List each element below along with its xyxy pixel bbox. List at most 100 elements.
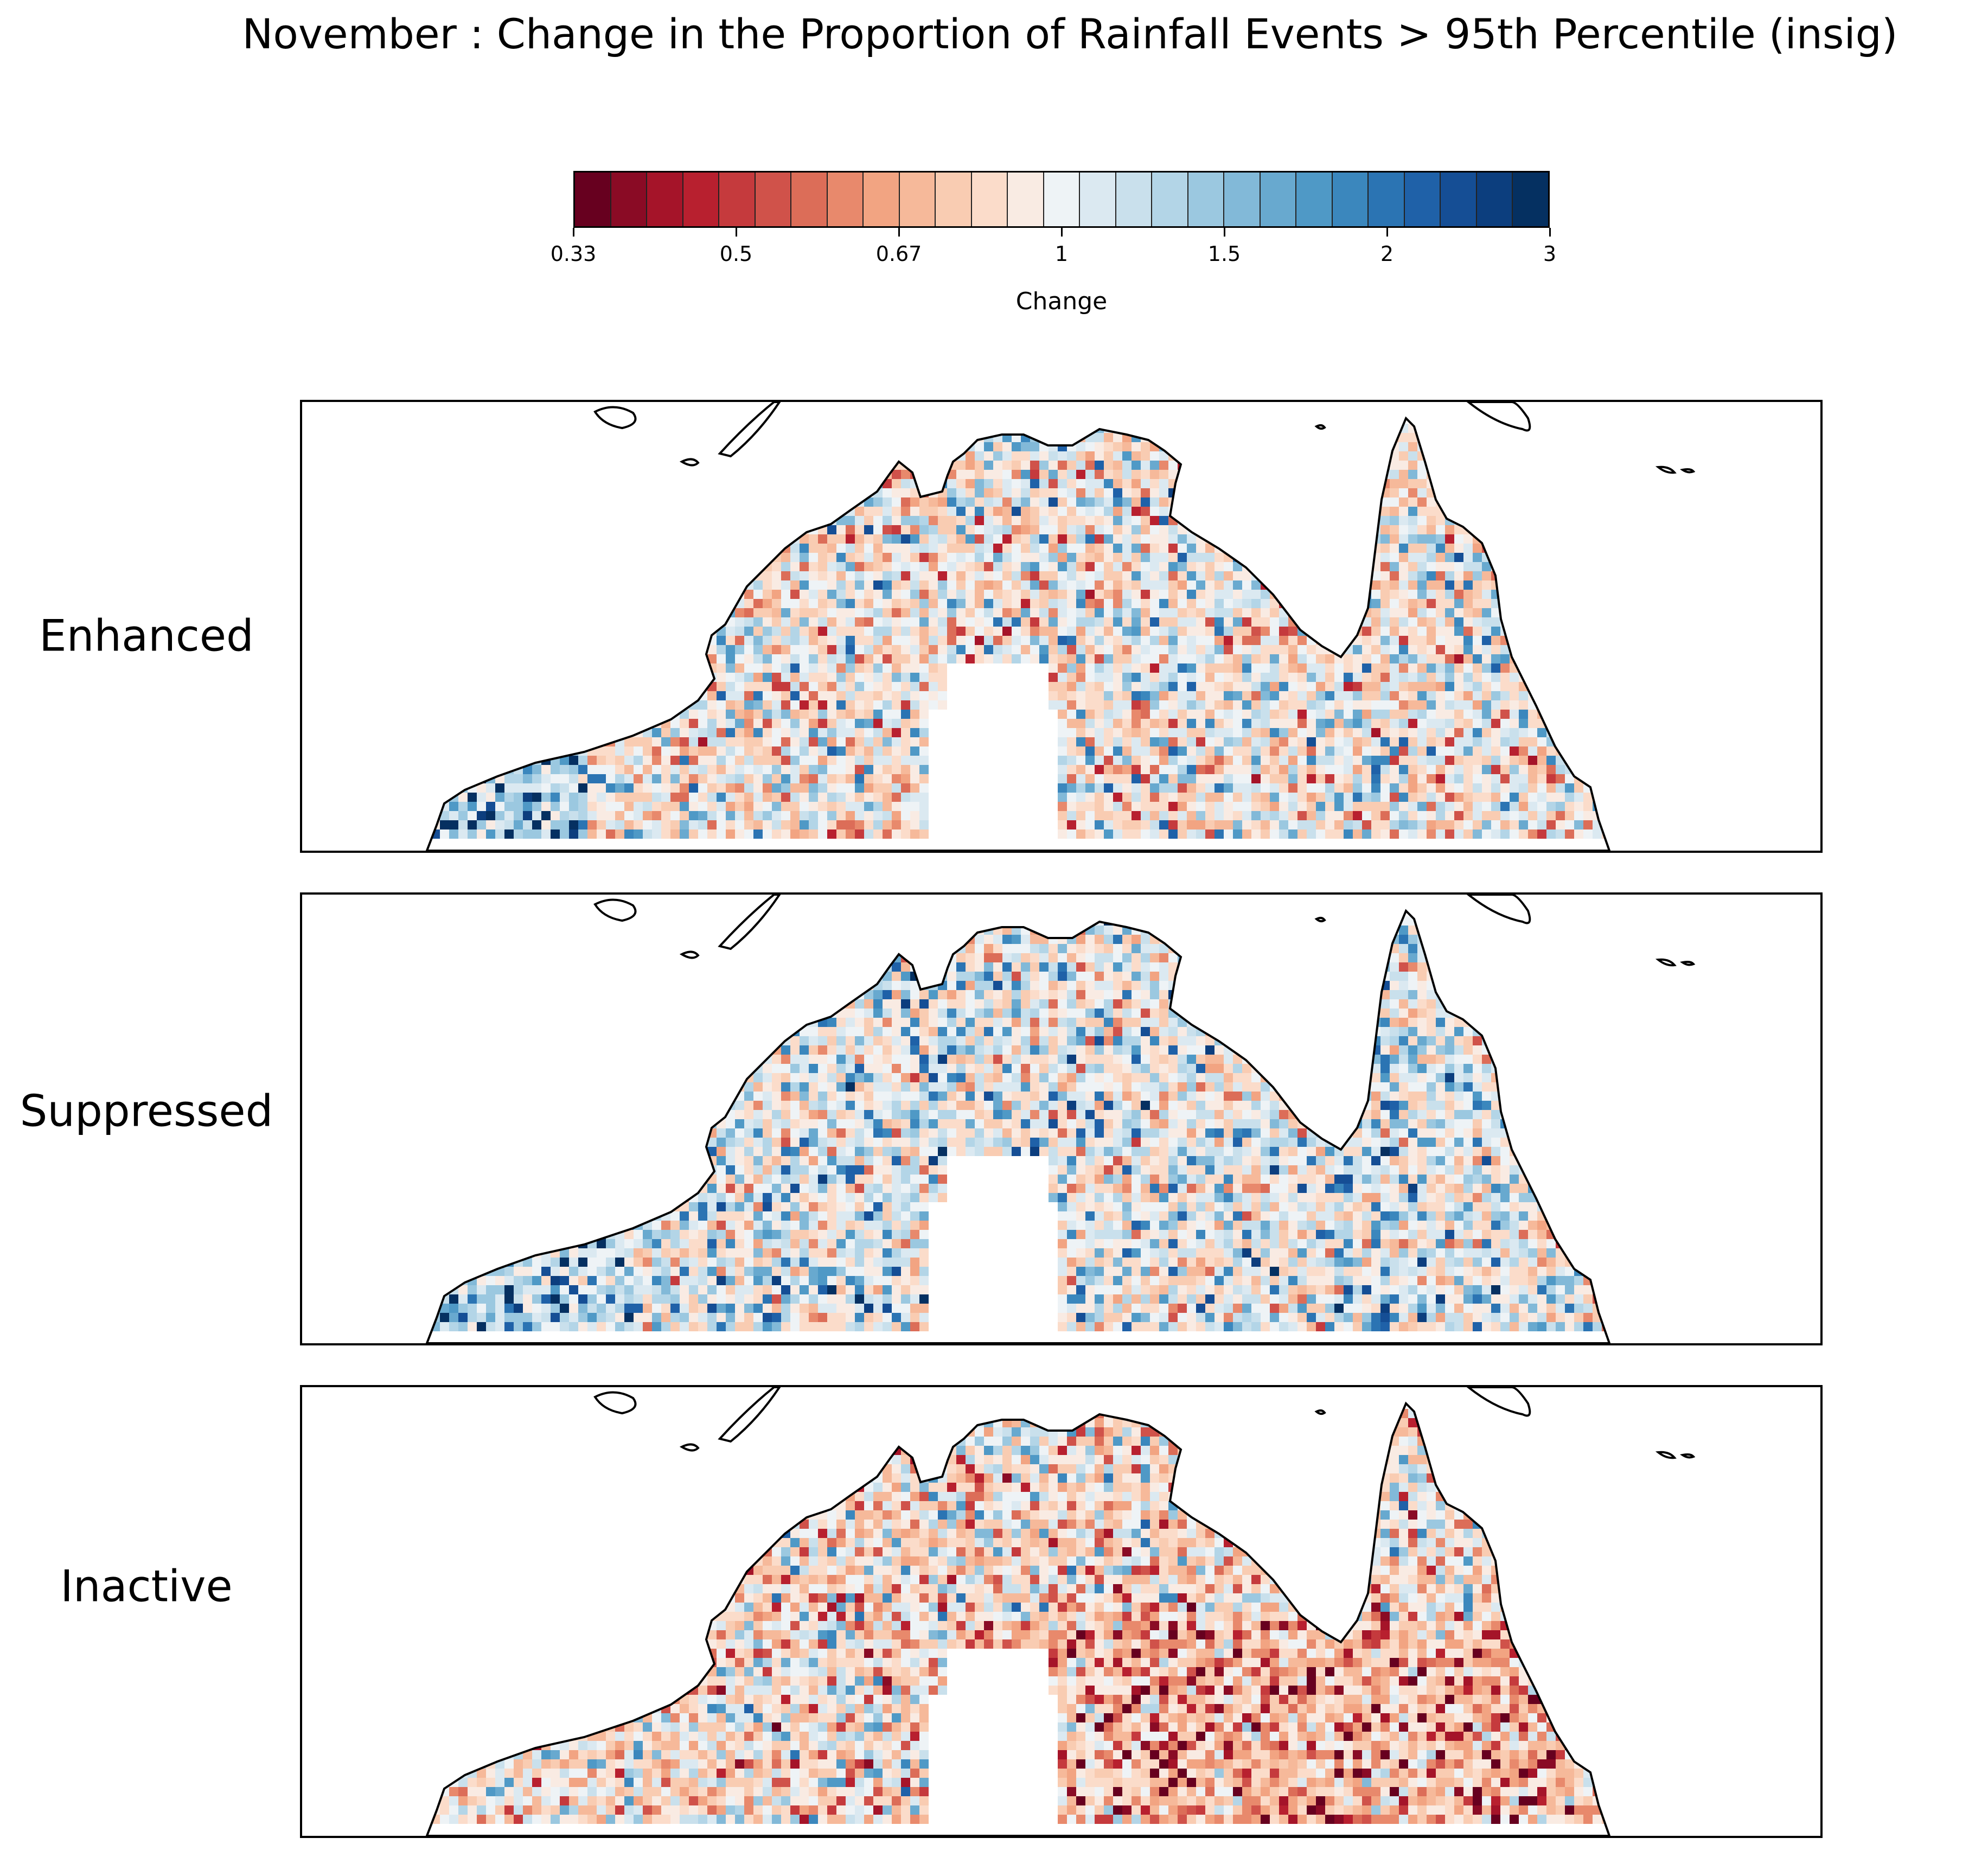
- grid-cell: [504, 608, 514, 617]
- grid-cell: [1095, 682, 1104, 691]
- grid-cell: [1417, 525, 1427, 534]
- grid-cell: [707, 691, 717, 700]
- grid-cell: [643, 710, 652, 719]
- grid-cell: [763, 525, 772, 534]
- grid-cell: [1178, 497, 1187, 507]
- grid-cell: [1353, 488, 1362, 497]
- grid-cell: [1491, 451, 1500, 461]
- grid-cell: [763, 497, 772, 507]
- grid-cell: [541, 765, 551, 774]
- grid-cell: [1224, 562, 1233, 571]
- grid-cell: [1196, 507, 1205, 516]
- grid-cell: [1611, 470, 1620, 479]
- grid-cell: [624, 562, 634, 571]
- grid-cell: [1556, 737, 1565, 746]
- grid-cell: [1417, 608, 1427, 617]
- grid-cell: [1297, 590, 1307, 599]
- grid-cell: [1593, 645, 1602, 654]
- grid-cell: [1390, 516, 1399, 525]
- grid-cell: [1095, 488, 1104, 497]
- grid-cell: [569, 553, 578, 562]
- grid-cell: [551, 691, 560, 700]
- grid-cell: [504, 617, 514, 627]
- grid-cell: [910, 507, 919, 516]
- grid-cell: [468, 507, 477, 516]
- grid-cell: [910, 488, 919, 497]
- grid-cell: [1371, 599, 1380, 608]
- grid-cell: [1288, 719, 1297, 728]
- grid-cell: [689, 765, 698, 774]
- grid-cell: [1611, 451, 1620, 461]
- grid-cell: [763, 608, 772, 617]
- grid-cell: [427, 507, 431, 516]
- colorbar-segment: [719, 173, 756, 226]
- grid-cell: [680, 636, 689, 645]
- grid-cell: [560, 461, 569, 470]
- grid-cell: [652, 433, 661, 442]
- grid-cell: [864, 442, 873, 451]
- grid-cell: [864, 571, 873, 580]
- grid-cell: [1334, 497, 1344, 507]
- grid-cell: [458, 442, 468, 451]
- grid-cell: [1528, 525, 1537, 534]
- grid-cell: [1427, 654, 1436, 663]
- grid-cell: [477, 553, 486, 562]
- grid-cell: [634, 424, 643, 433]
- grid-cell: [1436, 553, 1445, 562]
- grid-cell: [1436, 746, 1445, 756]
- grid-cell: [772, 691, 781, 700]
- grid-cell: [781, 424, 790, 433]
- grid-cell: [1482, 608, 1491, 617]
- grid-cell: [1279, 525, 1288, 534]
- grid-cell: [1030, 590, 1039, 599]
- grid-cell: [910, 424, 919, 433]
- grid-cell: [440, 479, 449, 488]
- grid-cell: [523, 580, 532, 590]
- grid-cell: [1085, 461, 1095, 470]
- grid-cell: [1436, 580, 1445, 590]
- grid-cell: [1537, 765, 1546, 774]
- grid-cell: [1049, 654, 1058, 663]
- grid-cell: [652, 470, 661, 479]
- grid-cell: [560, 580, 569, 590]
- grid-cell: [883, 663, 892, 673]
- grid-cell: [735, 516, 744, 525]
- grid-cell: [661, 479, 670, 488]
- grid-cell: [707, 645, 717, 654]
- grid-cell: [1233, 765, 1242, 774]
- grid-cell: [1528, 627, 1537, 636]
- grid-cell: [449, 590, 458, 599]
- grid-cell: [1049, 451, 1058, 461]
- grid-cell: [975, 627, 984, 636]
- grid-cell: [1408, 673, 1417, 682]
- grid-cell: [818, 710, 827, 719]
- grid-cell: [1095, 617, 1104, 627]
- grid-cell: [504, 719, 514, 728]
- grid-cell: [1528, 562, 1537, 571]
- grid-cell: [772, 774, 781, 783]
- grid-cell: [431, 470, 440, 479]
- grid-cell: [956, 497, 966, 507]
- grid-cell: [1611, 654, 1620, 663]
- grid-cell: [864, 451, 873, 461]
- grid-cell: [1150, 562, 1159, 571]
- grid-cell: [670, 756, 680, 765]
- grid-cell: [1325, 497, 1334, 507]
- grid-cell: [587, 765, 597, 774]
- grid-cell: [523, 424, 532, 433]
- grid-cell: [809, 451, 818, 461]
- grid-cell: [578, 765, 587, 774]
- grid-cell: [1565, 691, 1574, 700]
- grid-cell: [763, 424, 772, 433]
- grid-cell: [1178, 488, 1187, 497]
- grid-cell: [1095, 470, 1104, 479]
- grid-cell: [1583, 507, 1593, 516]
- grid-cell: [744, 479, 753, 488]
- grid-cell: [1380, 562, 1390, 571]
- grid-cell: [1574, 728, 1583, 737]
- grid-cell: [440, 433, 449, 442]
- grid-cell: [1325, 654, 1334, 663]
- grid-cell: [1085, 673, 1095, 682]
- grid-cell: [966, 488, 975, 497]
- grid-cell: [698, 571, 707, 580]
